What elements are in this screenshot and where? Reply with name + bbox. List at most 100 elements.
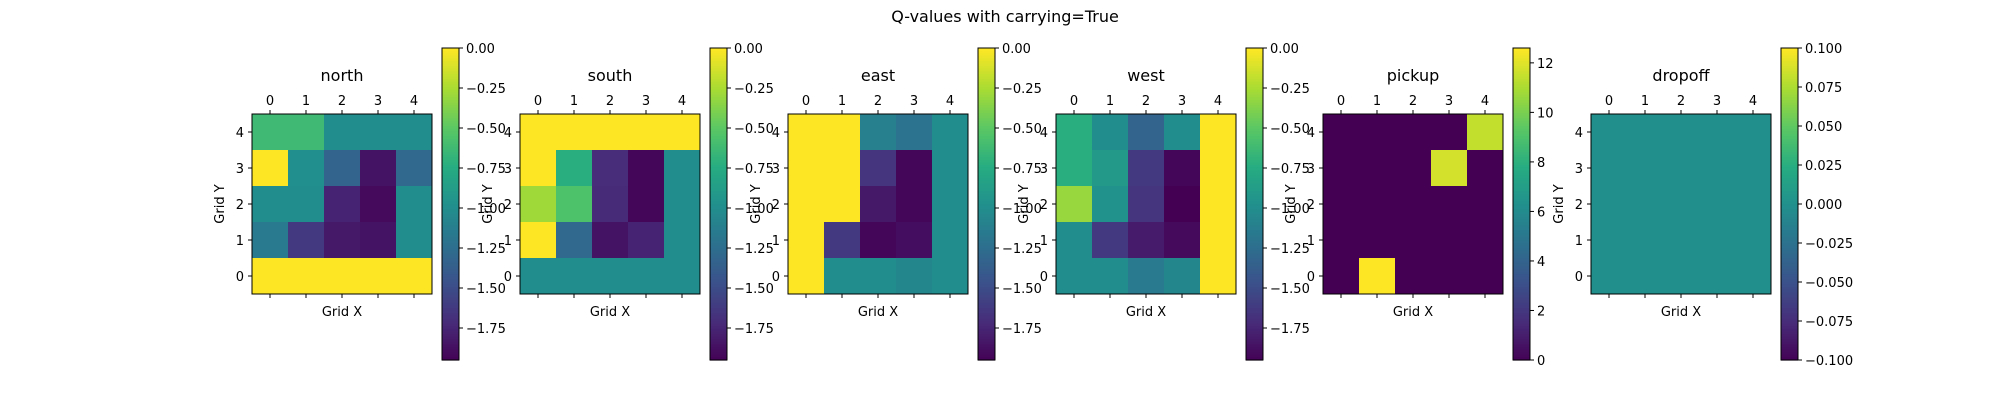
heatmap-cell <box>1056 186 1093 223</box>
colorbar-segment <box>978 165 995 169</box>
colorbar-segment <box>1781 74 1798 78</box>
colorbar-segment <box>710 224 727 228</box>
colorbar-segment <box>442 201 459 205</box>
x-tick-label: 0 <box>1070 94 1078 109</box>
x-tick-label: 0 <box>266 94 274 109</box>
colorbar-segment <box>978 284 995 288</box>
heatmap-cell <box>556 186 593 223</box>
colorbar-segment <box>1513 289 1530 293</box>
colorbar-segment <box>1246 274 1263 278</box>
colorbar-segment <box>710 253 727 257</box>
heatmap-cell <box>1699 258 1736 295</box>
colorbar-segment <box>1513 295 1530 299</box>
colorbar-segment <box>442 302 459 306</box>
panel-title: south <box>588 66 633 85</box>
colorbar-segment <box>1513 279 1530 283</box>
colorbar-segment <box>710 323 727 327</box>
heatmap-cell <box>288 186 325 223</box>
colorbar-segment <box>1781 128 1798 132</box>
heatmap-cell <box>556 150 593 187</box>
heatmap-cell <box>860 186 897 223</box>
colorbar-segment <box>1781 183 1798 187</box>
colorbar-segment <box>1246 217 1263 221</box>
colorbar-segment <box>978 97 995 101</box>
heatmap-cell <box>360 258 397 295</box>
colorbar-segment <box>1781 354 1798 358</box>
colorbar-segment <box>1513 165 1530 169</box>
colorbar-segment <box>1781 146 1798 150</box>
colorbar-segment <box>978 271 995 275</box>
colorbar-segment <box>442 178 459 182</box>
colorbar-segment <box>710 76 727 80</box>
y-axis-label: Grid Y <box>481 184 496 223</box>
heatmap-cell <box>664 186 701 223</box>
colorbar-segment <box>442 126 459 130</box>
colorbar-segment <box>1246 289 1263 293</box>
colorbar-segment <box>1781 321 1798 325</box>
colorbar-segment <box>1781 334 1798 338</box>
heatmap-cell <box>324 258 361 295</box>
colorbar-segment <box>1513 256 1530 260</box>
colorbar-segment <box>710 237 727 241</box>
colorbar-segment <box>1246 113 1263 117</box>
colorbar-segment <box>1246 214 1263 218</box>
colorbar-segment <box>442 123 459 127</box>
heatmap-cell <box>1056 258 1093 295</box>
colorbar-segment <box>442 230 459 234</box>
colorbar-segment <box>1246 188 1263 192</box>
colorbar-segment <box>710 334 727 338</box>
colorbar-segment <box>978 334 995 338</box>
colorbar-segment <box>978 211 995 215</box>
colorbar-segment <box>1513 100 1530 104</box>
colorbar-segment <box>978 68 995 72</box>
colorbar-segment <box>1513 139 1530 143</box>
colorbar-segment <box>1781 120 1798 124</box>
colorbar-segment <box>978 256 995 260</box>
heatmap-cell <box>396 258 433 295</box>
colorbar-segment <box>1513 318 1530 322</box>
colorbar-segment <box>1781 185 1798 189</box>
colorbar-segment <box>1781 204 1798 208</box>
colorbar-segment <box>710 71 727 75</box>
colorbar-segment <box>978 227 995 231</box>
colorbar-segment <box>442 157 459 161</box>
colorbar-segment <box>710 131 727 135</box>
colorbar-segment <box>710 152 727 156</box>
colorbar-segment <box>442 89 459 93</box>
colorbar-segment <box>1781 219 1798 223</box>
heatmap-cell <box>1200 114 1237 151</box>
heatmap-cell <box>1663 258 1700 295</box>
colorbar-segment <box>1781 352 1798 356</box>
heatmap-cell <box>860 114 897 151</box>
colorbar-segment <box>1781 341 1798 345</box>
colorbar-segment <box>1513 113 1530 117</box>
colorbar-segment <box>442 263 459 267</box>
colorbar-segment <box>442 305 459 309</box>
heatmap-cell <box>396 186 433 223</box>
colorbar-segment <box>1781 279 1798 283</box>
colorbar-tick-label: −0.025 <box>1805 237 1853 252</box>
colorbar-segment <box>442 224 459 228</box>
colorbar-segment <box>1246 105 1263 109</box>
colorbar-segment <box>1781 152 1798 156</box>
colorbar-segment <box>1513 76 1530 80</box>
x-tick-label: 4 <box>1749 94 1757 109</box>
colorbar-segment <box>978 152 995 156</box>
colorbar-tick-label: 0.050 <box>1805 120 1842 135</box>
colorbar-segment <box>1513 261 1530 265</box>
colorbar-segment <box>978 313 995 317</box>
y-tick-label: 1 <box>1040 234 1048 249</box>
heatmap-cell <box>1128 258 1165 295</box>
colorbar-segment <box>978 76 995 80</box>
colorbar-segment <box>1246 110 1263 114</box>
heatmap-cell <box>520 150 557 187</box>
colorbar-segment <box>442 204 459 208</box>
colorbar-segment <box>1513 354 1530 358</box>
colorbar-segment <box>442 279 459 283</box>
colorbar-tick-label: 2 <box>1537 304 1545 319</box>
colorbar-segment <box>442 284 459 288</box>
colorbar-segment <box>442 63 459 67</box>
colorbar-segment <box>1246 287 1263 291</box>
colorbar-segment <box>442 84 459 88</box>
colorbar-segment <box>1246 331 1263 335</box>
